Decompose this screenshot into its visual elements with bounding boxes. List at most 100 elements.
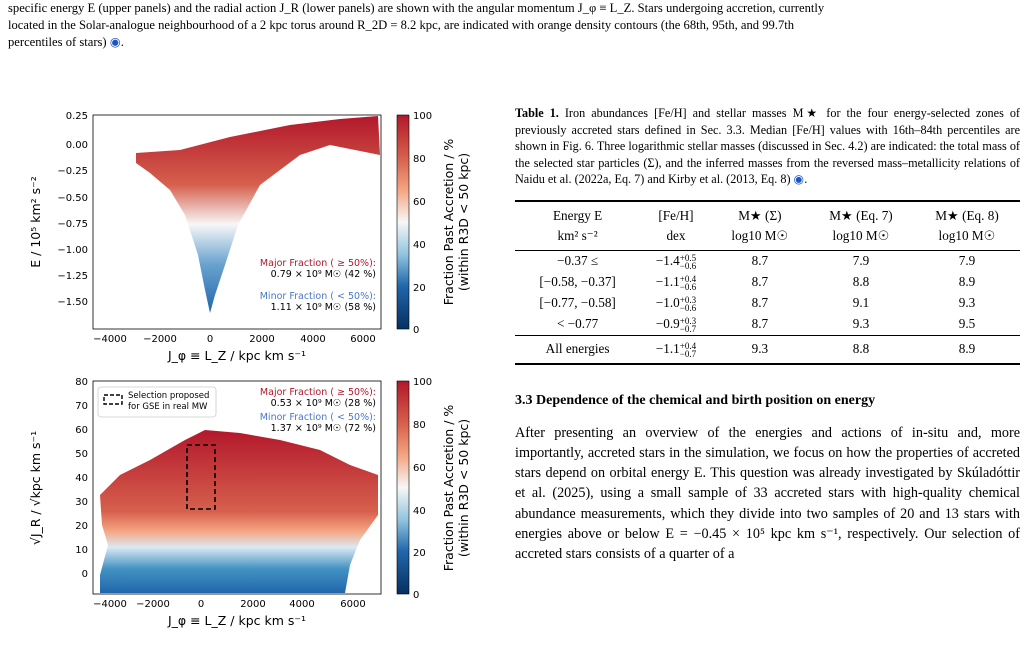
bottom-cbar-tick: 20	[413, 548, 426, 559]
section-body: After presenting an overview of the ener…	[515, 424, 1020, 563]
bottom-cbar-tick: 60	[413, 463, 426, 474]
top-ytick: −1.00	[57, 245, 88, 256]
bottom-colorbar	[396, 380, 410, 595]
table-cell: 8.7	[712, 314, 808, 335]
github-icon[interactable]: ◉	[793, 172, 805, 187]
gse-selection-box	[186, 444, 216, 510]
bottom-major-value: 0.53 × 10⁹ M☉ (28 %)	[271, 398, 376, 409]
cell-value: All energies	[545, 341, 610, 357]
col-header: M★ (Eq. 8)	[913, 199, 1020, 226]
caption-line-1: specific energy E (upper panels) and the…	[8, 1, 825, 15]
bottom-xtick: −4000	[93, 599, 127, 610]
feh-error-upper: +0.5	[679, 252, 697, 263]
cell-value: −1.1	[655, 340, 680, 356]
cell-value: [−0.58, −0.37]	[539, 274, 616, 290]
table-row: All energies −1.1+0.4 −0.7 9.3 8.8 8.9	[515, 334, 1020, 365]
bottom-xtick: 6000	[340, 599, 365, 610]
table-cell: 8.8	[808, 272, 914, 293]
bottom-minor-value: 1.37 × 10⁹ M☉ (72 %)	[271, 423, 376, 434]
table-row: [−0.58, −0.37] −1.1+0.4 −0.6 8.7 8.8 8.9	[515, 272, 1020, 293]
col-header: [Fe/H]	[640, 199, 712, 226]
cell-value: 8.9	[958, 274, 976, 290]
top-xlabel: J_φ ≡ L_Z / kpc km s⁻¹	[167, 348, 306, 363]
table-cell: [−0.77, −0.58]	[515, 293, 640, 314]
top-ytick: 0.00	[66, 140, 88, 151]
bottom-minor-label: Minor Fraction ( < 50%):	[260, 412, 376, 423]
top-minor-value: 1.11 × 10⁹ M☉ (58 %)	[271, 302, 376, 313]
table-caption-label: Table 1.	[515, 106, 559, 120]
caption-line-2: located in the Solar-analogue neighbourh…	[8, 18, 795, 32]
github-icon[interactable]: ◉	[109, 35, 121, 49]
table-cell: −0.9+0.3 −0.7	[640, 314, 712, 335]
top-xtick: 4000	[300, 334, 325, 345]
cell-value: 8.8	[852, 341, 870, 357]
top-minor-label: Minor Fraction ( < 50%):	[260, 291, 376, 302]
cell-value: 8.7	[751, 295, 769, 311]
table-cell: [−0.58, −0.37]	[515, 272, 640, 293]
cell-value: 8.7	[751, 253, 769, 269]
top-ytick: −1.50	[57, 297, 88, 308]
table-row: [−0.77, −0.58] −1.0+0.3 −0.6 8.7 9.1 9.3	[515, 293, 1020, 314]
cell-value: < −0.77	[556, 316, 599, 332]
cell-value: 9.3	[958, 295, 976, 311]
feh-error-lower: −0.6	[679, 302, 697, 313]
bottom-ytick: 70	[75, 401, 88, 412]
feh-error-lower: −0.6	[679, 281, 697, 292]
top-cbar-tick: 100	[413, 111, 432, 122]
cell-value: −0.9	[655, 315, 680, 331]
cell-value: −1.1	[655, 273, 680, 289]
top-xtick: 2000	[249, 334, 274, 345]
top-ytick: −0.75	[57, 219, 88, 230]
bottom-xtick: 2000	[240, 599, 265, 610]
bottom-ytick: 20	[75, 521, 88, 532]
table-cell: −0.37 ≤	[515, 250, 640, 271]
top-cbar-tick: 60	[413, 197, 426, 208]
table-cell: All energies	[515, 334, 641, 365]
legend-dashed-box-icon	[103, 394, 123, 405]
bottom-panel: 80 70 60 50 40 30 20 10 0 −4000 −2000 0 …	[28, 377, 471, 628]
top-xtick: −4000	[93, 334, 127, 345]
feh-error-lower: −0.7	[679, 323, 697, 334]
feh-error: +0.4 −0.6	[679, 274, 697, 292]
cell-value: 9.3	[852, 316, 870, 332]
legend-line-1: Selection proposed	[128, 391, 209, 401]
cell-value: −0.37 ≤	[557, 253, 599, 269]
cell-value: 7.9	[958, 253, 976, 269]
table-row: −0.37 ≤ −1.4+0.5 −0.6 8.7 7.9 7.9	[515, 250, 1020, 271]
top-xtick: −2000	[143, 334, 177, 345]
table-body: −0.37 ≤ −1.4+0.5 −0.6 8.7 7.9 7.9 [−0.58, −0.3…	[515, 250, 1020, 365]
cell-value: −1.4	[655, 252, 680, 268]
top-xtick: 6000	[350, 334, 375, 345]
bottom-xlabel: J_φ ≡ L_Z / kpc km s⁻¹	[167, 613, 306, 628]
table-cell: 9.5	[914, 314, 1020, 335]
col-unit: log10 M☉	[807, 225, 914, 251]
table-cell: 9.3	[808, 314, 914, 335]
bottom-histogram	[100, 430, 378, 593]
bottom-ytick: 0	[82, 569, 88, 580]
table-cell: 8.8	[807, 334, 914, 365]
table-cell: 9.3	[711, 334, 808, 365]
table-cell: 7.9	[914, 250, 1020, 271]
legend-line-2: for GSE in real MW	[128, 402, 208, 412]
feh-error: +0.5 −0.6	[679, 252, 697, 271]
figure-panels: 0.25 0.00 −0.25 −0.50 −0.75 −1.00 −1.25 …	[0, 95, 500, 666]
table-cell: 8.9	[913, 334, 1020, 365]
table-caption-text: Iron abundances [Fe/H] and stellar masse…	[515, 106, 1020, 187]
bottom-xtick: −2000	[136, 599, 170, 610]
table-cell: 8.7	[712, 250, 808, 271]
cell-value: 9.5	[958, 316, 976, 332]
col-header: Energy E	[515, 199, 641, 226]
table-cell: −1.1+0.4 −0.7	[640, 334, 712, 365]
top-xtick: 0	[207, 334, 213, 345]
col-header: M★ (Σ)	[711, 199, 808, 226]
feh-error: +0.4 −0.7	[680, 341, 696, 358]
section-heading: 3.3 Dependence of the chemical and birth…	[515, 392, 876, 408]
top-colorbar	[396, 114, 410, 330]
bottom-major-label: Major Fraction ( ≥ 50%):	[260, 387, 376, 398]
table-cell: 9.1	[808, 293, 914, 314]
feh-error-lower: −0.6	[679, 260, 697, 271]
cell-value: 8.7	[751, 274, 769, 290]
data-table: Energy E [Fe/H] M★ (Σ) M★ (Eq. 7) M★ (Eq…	[515, 199, 1020, 365]
top-ylabel: E / 10⁵ km² s⁻²	[28, 176, 43, 267]
top-cbar-label-1: Fraction Past Accretion / %	[441, 139, 456, 306]
